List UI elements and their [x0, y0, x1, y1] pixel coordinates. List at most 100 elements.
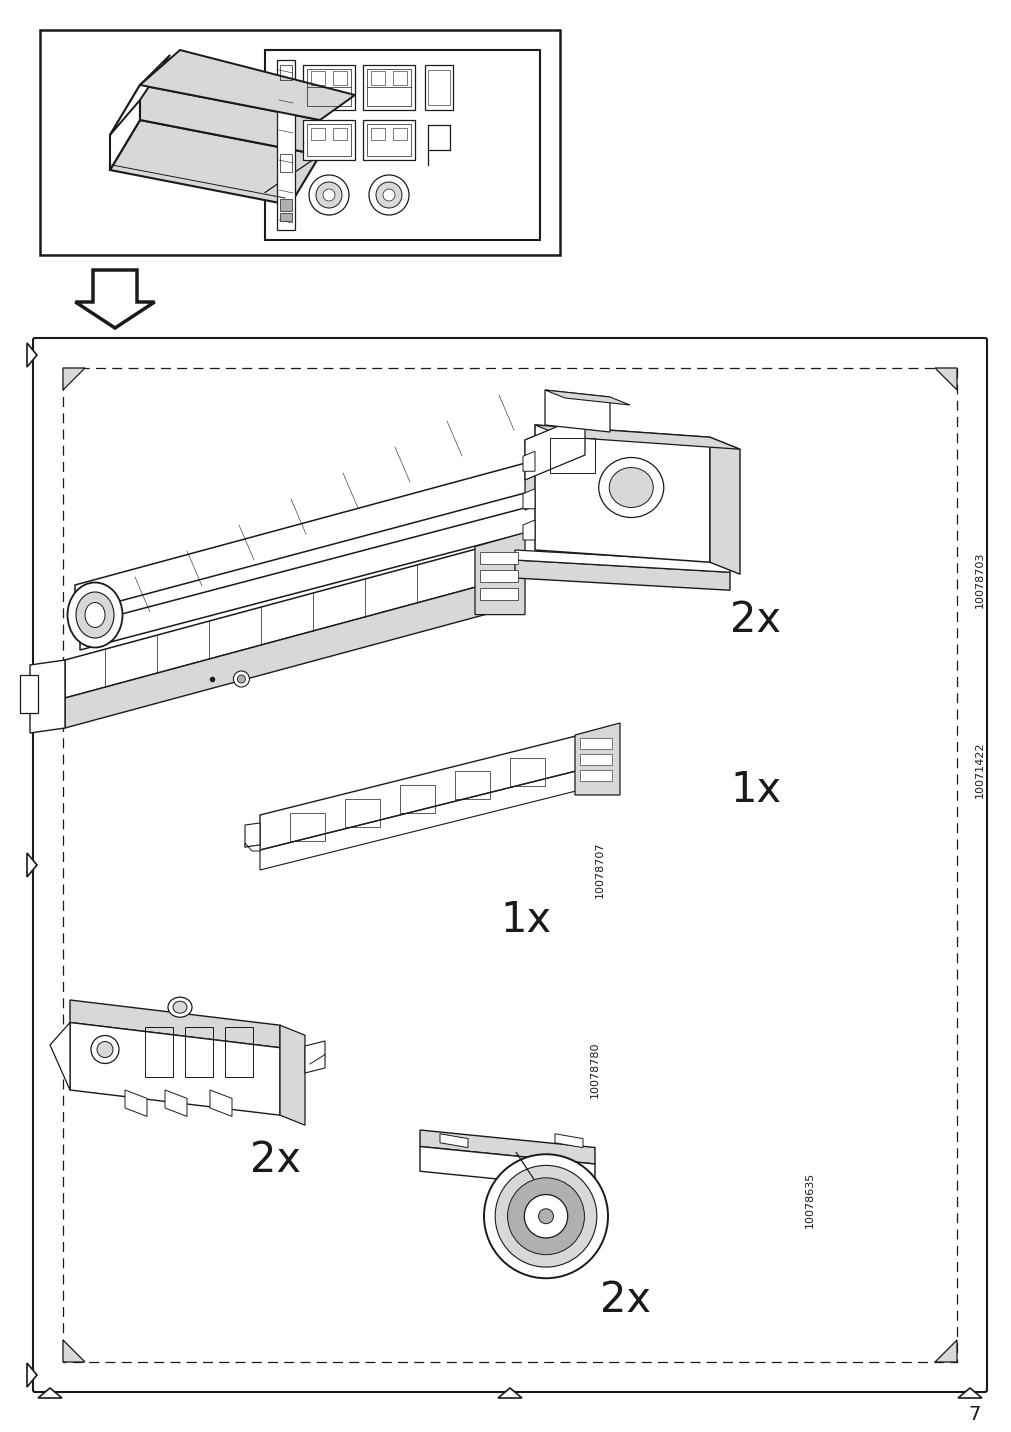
- Polygon shape: [110, 54, 170, 135]
- Circle shape: [238, 674, 245, 683]
- Polygon shape: [535, 425, 710, 563]
- Bar: [280, 199, 292, 212]
- Text: 2x: 2x: [600, 1279, 650, 1320]
- Bar: [280, 153, 292, 172]
- Polygon shape: [515, 550, 729, 573]
- Bar: [310, 72, 325, 84]
- Polygon shape: [523, 488, 535, 508]
- Polygon shape: [710, 437, 739, 574]
- Ellipse shape: [173, 1001, 187, 1014]
- Ellipse shape: [76, 591, 114, 639]
- Bar: [363, 120, 415, 160]
- Polygon shape: [63, 1340, 85, 1362]
- Bar: [392, 72, 406, 84]
- Text: 2x: 2x: [250, 1138, 300, 1181]
- Polygon shape: [210, 1090, 232, 1117]
- Ellipse shape: [599, 457, 663, 517]
- Circle shape: [494, 1166, 596, 1267]
- Bar: [333, 127, 347, 140]
- Ellipse shape: [68, 583, 122, 647]
- Bar: [306, 125, 351, 156]
- Bar: [224, 1027, 253, 1077]
- Polygon shape: [27, 344, 37, 367]
- Text: 10078780: 10078780: [589, 1041, 600, 1098]
- Bar: [510, 758, 545, 786]
- Bar: [367, 69, 410, 106]
- Bar: [549, 438, 594, 473]
- Polygon shape: [474, 533, 525, 614]
- Bar: [371, 127, 384, 140]
- Polygon shape: [27, 853, 37, 876]
- Polygon shape: [574, 723, 620, 795]
- Bar: [145, 1027, 173, 1077]
- Polygon shape: [140, 50, 355, 120]
- Polygon shape: [110, 120, 319, 205]
- Circle shape: [538, 1209, 553, 1224]
- Ellipse shape: [609, 467, 653, 507]
- Polygon shape: [80, 500, 554, 650]
- Polygon shape: [957, 1388, 981, 1398]
- Polygon shape: [75, 455, 554, 613]
- Circle shape: [323, 189, 335, 200]
- Bar: [40, 30, 559, 255]
- Polygon shape: [554, 1134, 582, 1147]
- Bar: [425, 64, 453, 110]
- Polygon shape: [304, 1041, 325, 1073]
- Text: 7: 7: [968, 1405, 981, 1425]
- Polygon shape: [260, 735, 579, 851]
- Bar: [302, 120, 355, 160]
- Text: 10071422: 10071422: [974, 742, 984, 798]
- Ellipse shape: [85, 603, 105, 627]
- Bar: [579, 755, 612, 765]
- Circle shape: [483, 1154, 608, 1279]
- Bar: [455, 772, 489, 799]
- Bar: [280, 64, 292, 80]
- Bar: [20, 674, 38, 713]
- Bar: [479, 570, 518, 581]
- Text: 1x: 1x: [499, 899, 551, 941]
- Bar: [280, 213, 292, 221]
- Polygon shape: [525, 415, 584, 510]
- Text: 10078703: 10078703: [974, 551, 984, 609]
- Polygon shape: [545, 390, 630, 405]
- Bar: [306, 69, 351, 106]
- Bar: [392, 127, 406, 140]
- Polygon shape: [30, 660, 65, 733]
- Text: 10078707: 10078707: [594, 842, 605, 898]
- Text: 10078635: 10078635: [804, 1171, 814, 1229]
- Bar: [310, 127, 325, 140]
- Polygon shape: [545, 390, 610, 432]
- Bar: [302, 64, 355, 110]
- Circle shape: [369, 175, 408, 215]
- Polygon shape: [65, 547, 484, 697]
- Bar: [363, 64, 415, 110]
- Polygon shape: [420, 1147, 594, 1189]
- Polygon shape: [63, 368, 85, 390]
- Bar: [479, 551, 518, 564]
- Bar: [399, 785, 435, 813]
- Circle shape: [376, 182, 401, 208]
- Polygon shape: [535, 425, 739, 450]
- Polygon shape: [497, 1388, 522, 1398]
- Polygon shape: [27, 1363, 37, 1388]
- Polygon shape: [76, 271, 155, 328]
- Bar: [185, 1027, 212, 1077]
- FancyBboxPatch shape: [33, 338, 986, 1392]
- Polygon shape: [280, 1025, 304, 1126]
- Bar: [63, 368, 956, 1362]
- Polygon shape: [38, 1388, 62, 1398]
- Polygon shape: [125, 1090, 147, 1117]
- Ellipse shape: [91, 1035, 119, 1064]
- Polygon shape: [70, 1022, 280, 1116]
- Polygon shape: [440, 1134, 467, 1147]
- Polygon shape: [140, 84, 319, 155]
- Bar: [345, 799, 379, 826]
- Polygon shape: [70, 1000, 280, 1048]
- Circle shape: [234, 672, 249, 687]
- Polygon shape: [420, 1130, 594, 1164]
- Ellipse shape: [168, 997, 192, 1017]
- Bar: [277, 60, 295, 231]
- Polygon shape: [515, 560, 729, 590]
- Bar: [367, 125, 410, 156]
- Bar: [579, 770, 612, 780]
